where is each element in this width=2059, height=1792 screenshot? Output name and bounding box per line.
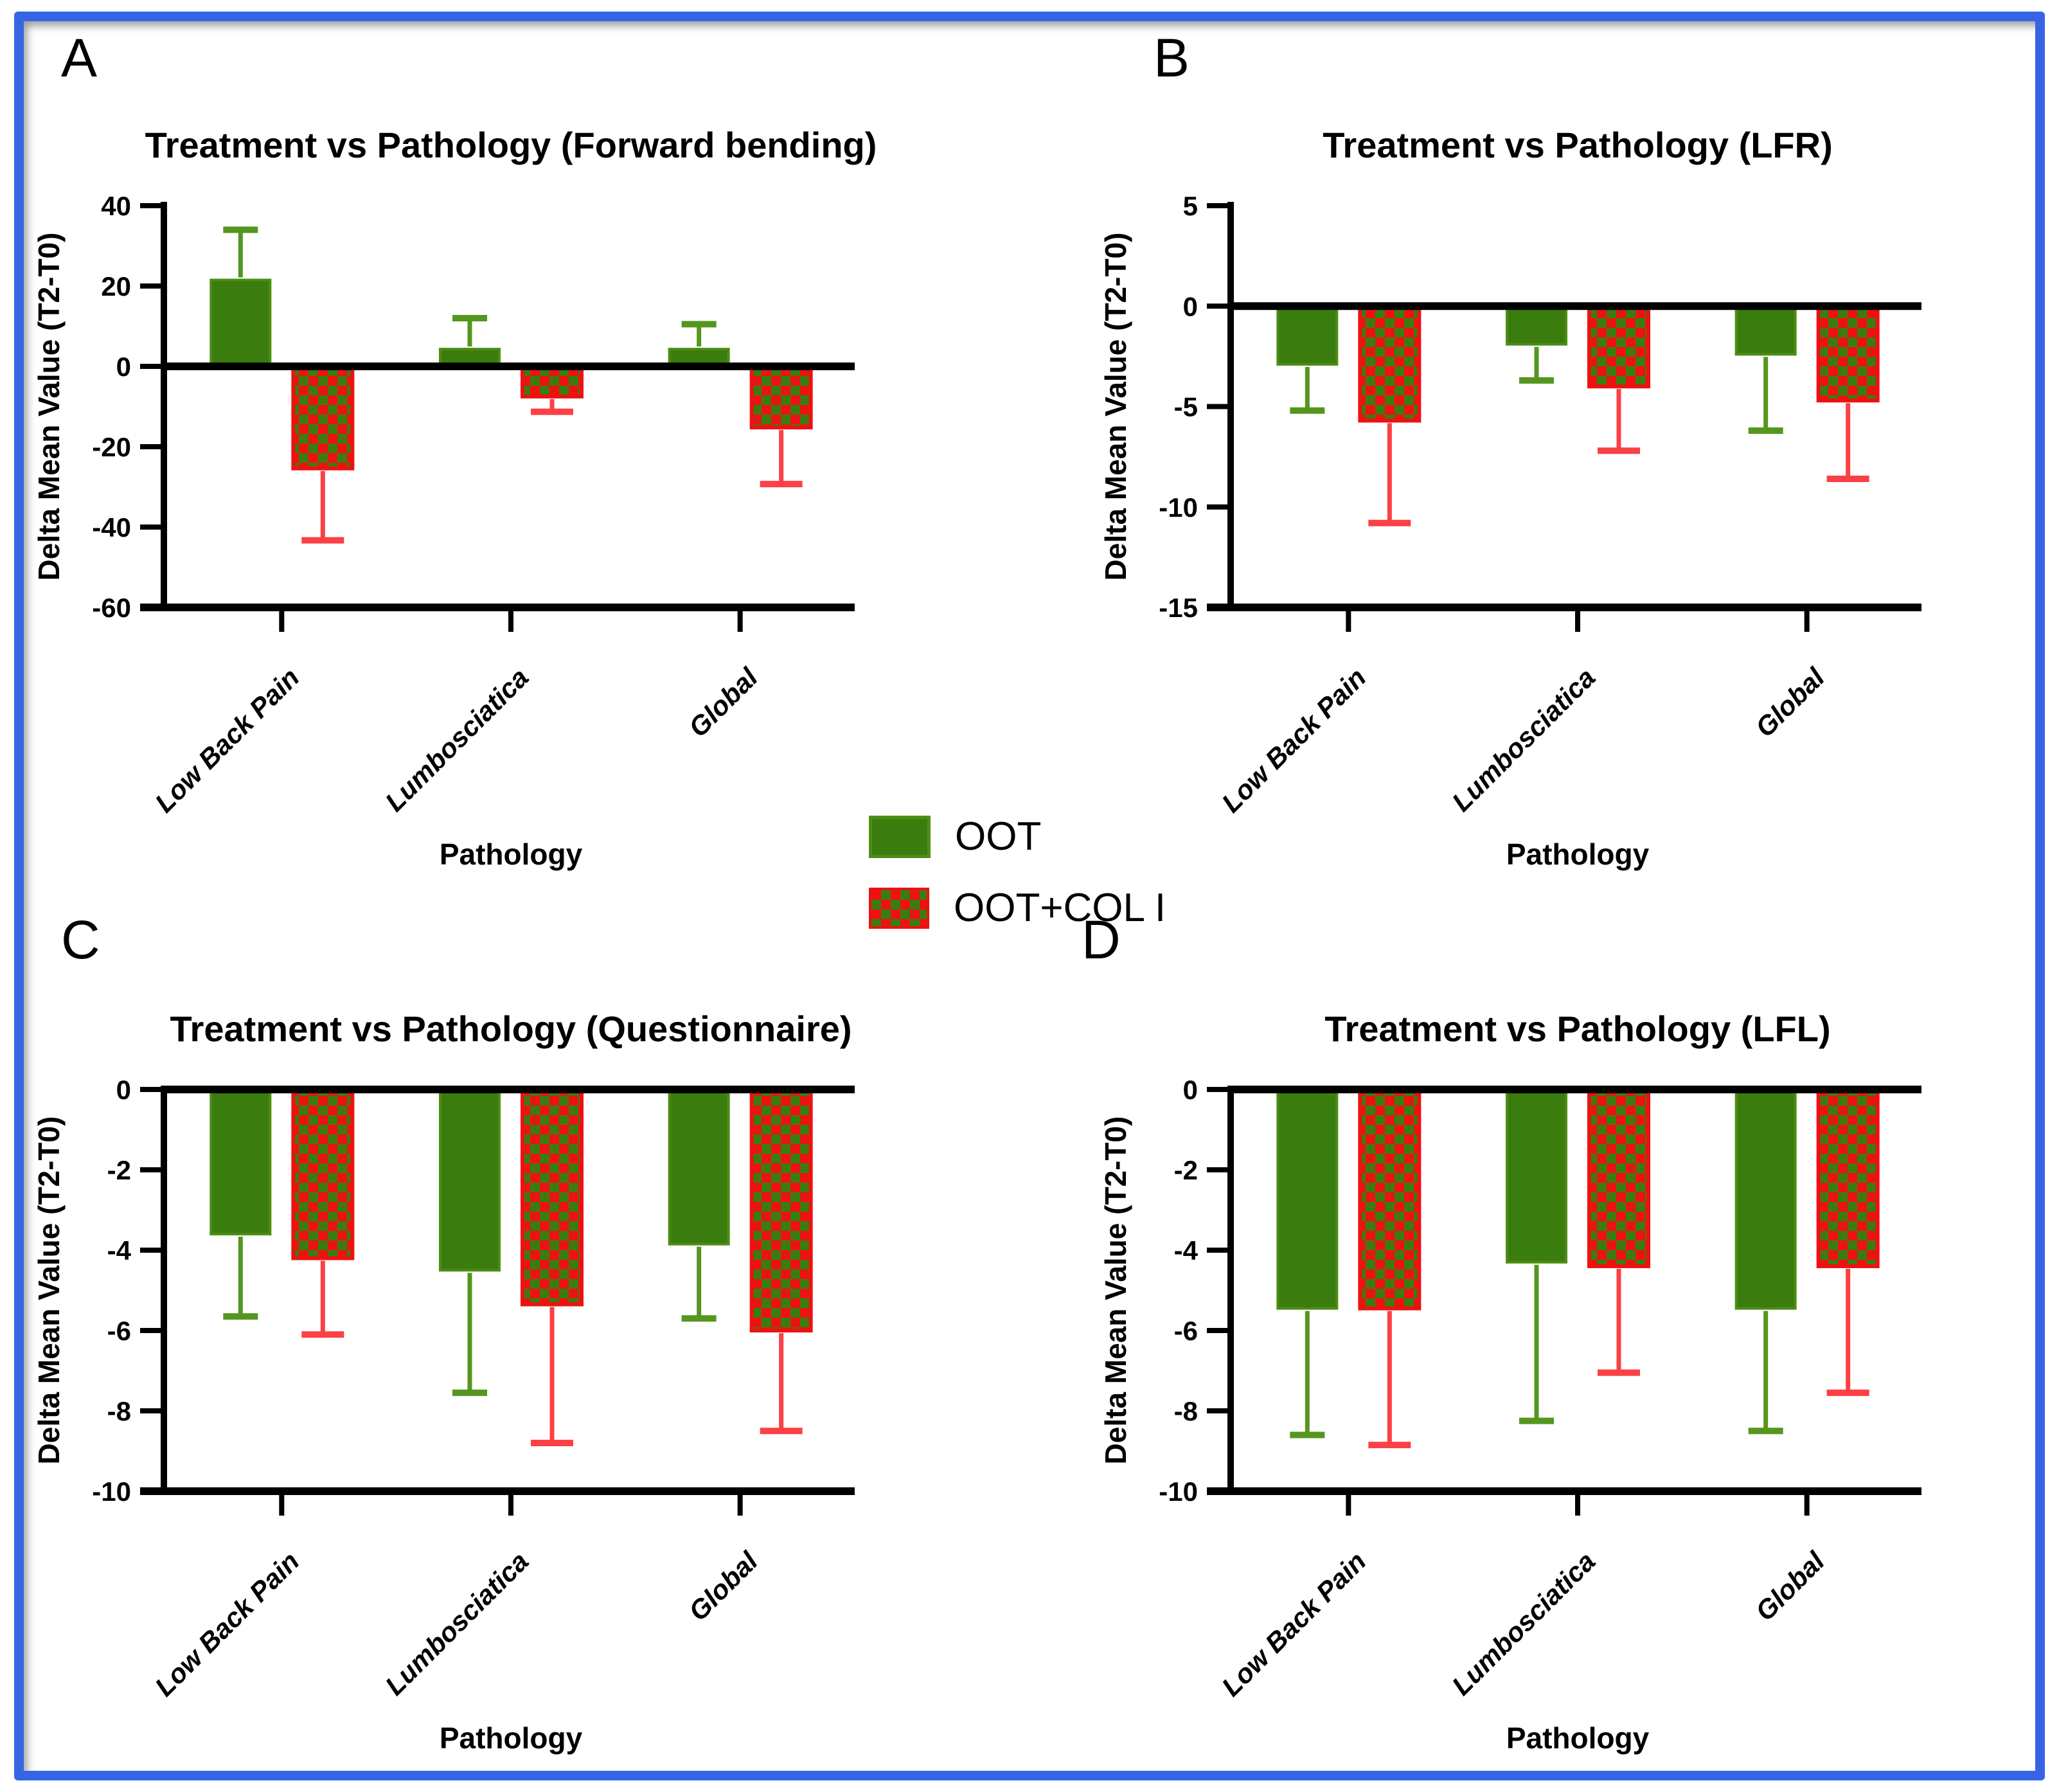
chart-lfl: Treatment vs Pathology (LFL) Delta Mean V… [1099,1008,1921,1755]
svg-text:Pathology: Pathology [1506,838,1650,871]
svg-text:-2: -2 [1174,1155,1198,1185]
panel-letter-d: D [1082,909,1121,970]
svg-text:-8: -8 [107,1396,131,1426]
svg-text:-6: -6 [107,1316,131,1346]
svg-text:Low Back Pain: Low Back Pain [149,1546,305,1702]
figure-border [14,12,2045,1780]
svg-text:Pathology: Pathology [440,838,583,871]
svg-text:Treatment vs Pathology (LFR): Treatment vs Pathology (LFR) [1323,125,1832,165]
svg-text:Delta Mean Value (T2-T0): Delta Mean Value (T2-T0) [1099,1116,1132,1465]
legend-item-oot-col-i: OOT+COL I [869,885,1166,931]
svg-text:Treatment vs Pathology (Questi: Treatment vs Pathology (Questionnaire) [170,1008,851,1049]
svg-text:0: 0 [1183,291,1198,321]
svg-text:0: 0 [116,1075,131,1105]
svg-text:Delta Mean Value (T2-T0): Delta Mean Value (T2-T0) [1099,233,1132,581]
svg-text:Treatment vs Pathology (Forwar: Treatment vs Pathology (Forward bending) [145,125,877,165]
svg-text:-60: -60 [92,593,131,623]
svg-text:Lumbosciatica: Lumbosciatica [1446,662,1601,817]
svg-text:Delta Mean Value (T2-T0): Delta Mean Value (T2-T0) [32,233,66,581]
svg-text:Pathology: Pathology [1506,1721,1650,1755]
legend-label-oot-col-i: OOT+COL I [954,886,1166,930]
svg-text:-4: -4 [107,1235,132,1266]
svg-text:-5: -5 [1174,392,1198,422]
svg-text:5: 5 [1183,191,1198,221]
svg-text:20: 20 [101,271,131,301]
svg-text:Lumbosciatica: Lumbosciatica [379,1546,534,1701]
svg-text:Lumbosciatica: Lumbosciatica [1446,1546,1601,1701]
svg-text:-10: -10 [1159,492,1198,523]
chart-questionnaire: Treatment vs Pathology (Questionnaire) De… [32,1008,855,1755]
legend-swatch-oot [869,815,931,858]
legend-label-oot: OOT [955,814,1042,859]
svg-text:Pathology: Pathology [440,1721,583,1755]
svg-text:Lumbosciatica: Lumbosciatica [379,662,534,817]
svg-text:-6: -6 [1174,1316,1198,1346]
svg-text:-15: -15 [1159,593,1198,623]
legend-swatch-oot-col-i [869,887,929,929]
svg-text:-8: -8 [1174,1396,1198,1426]
svg-text:40: 40 [101,191,131,221]
svg-text:0: 0 [1183,1075,1198,1105]
svg-text:Delta Mean Value (T2-T0): Delta Mean Value (T2-T0) [32,1116,66,1465]
svg-text:-10: -10 [92,1476,131,1507]
figure-legend: OOT OOT+COL I [869,814,1166,956]
svg-text:Global: Global [1749,1545,1831,1627]
svg-text:-40: -40 [92,512,131,542]
svg-text:Low Back Pain: Low Back Pain [1216,662,1372,818]
panel-letter-b: B [1154,28,1190,88]
svg-text:Low Back Pain: Low Back Pain [149,662,305,818]
svg-text:0: 0 [116,352,131,382]
svg-text:Low Back Pain: Low Back Pain [1216,1546,1372,1702]
svg-text:Treatment vs Pathology (LFL): Treatment vs Pathology (LFL) [1324,1008,1830,1049]
svg-text:-10: -10 [1159,1476,1198,1507]
legend-item-oot: OOT [869,814,1166,859]
svg-text:-4: -4 [1174,1235,1199,1266]
svg-text:-20: -20 [92,432,131,462]
chart-lfr: Treatment vs Pathology (LFR) Delta Mean V… [1099,125,1921,871]
panel-letter-c: C [61,909,100,970]
svg-text:Global: Global [682,661,764,743]
svg-text:Global: Global [682,1545,764,1627]
chart-forward-bending: Treatment vs Pathology (Forward bending)… [32,125,877,871]
panel-letter-a: A [61,28,98,88]
svg-text:Global: Global [1749,661,1831,743]
svg-text:-2: -2 [107,1155,131,1185]
